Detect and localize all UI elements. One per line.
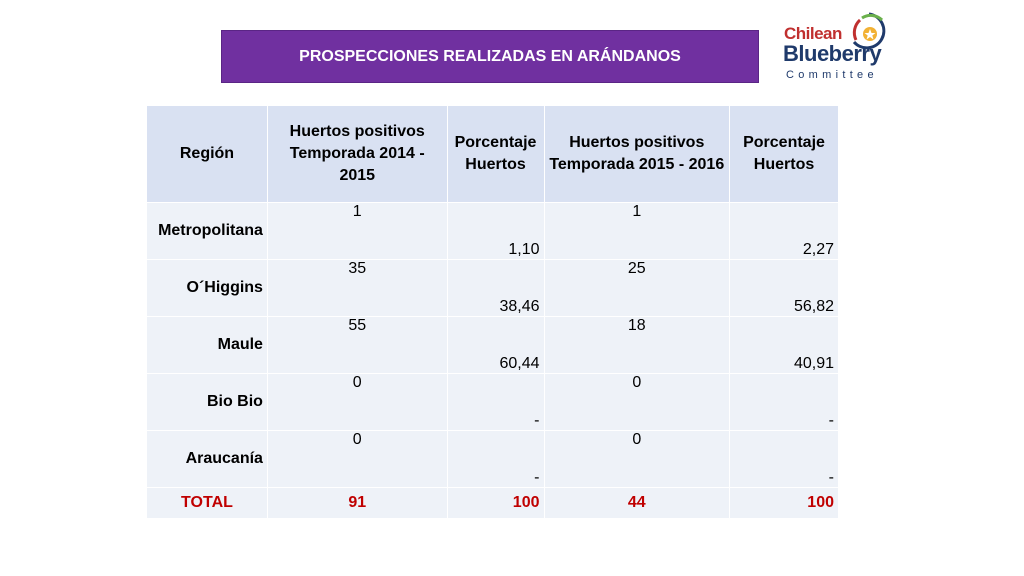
- cell-pct-2015: 40,91: [729, 316, 839, 374]
- cell-region: O´Higgins: [146, 259, 268, 317]
- cell-count-2014: 55: [266, 316, 448, 374]
- logo-text-committee: Committee: [786, 69, 878, 81]
- table-header-row: Región Huertos positivos Temporada 2014 …: [146, 105, 839, 203]
- header-porcentaje-1: Porcentaje Huertos: [446, 105, 545, 203]
- prospecciones-table: Región Huertos positivos Temporada 2014 …: [146, 105, 839, 519]
- logo-emblem-icon: [852, 12, 886, 50]
- cell-count-2015: 0: [543, 373, 731, 431]
- cell-count-2015: 18: [543, 316, 731, 374]
- cell-count-2014: 0: [266, 430, 448, 488]
- cell-count-2015: 0: [543, 430, 731, 488]
- total-count-2015: 44: [543, 487, 731, 519]
- cell-count-2014: 35: [266, 259, 448, 317]
- table-row: Bio Bio 0 - 0 -: [146, 373, 839, 431]
- cell-region: Araucanía: [146, 430, 268, 488]
- cell-pct-2015: 2,27: [729, 202, 839, 260]
- total-label: TOTAL: [146, 487, 268, 519]
- table-row: O´Higgins 35 38,46 25 56,82: [146, 259, 839, 317]
- header-huertos-2015-2016: Huertos positivos Temporada 2015 - 2016: [543, 105, 731, 203]
- table-row: Metropolitana 1 1,10 1 2,27: [146, 202, 839, 260]
- logo-text-blueberry: Blueberry: [783, 41, 882, 66]
- table-row: Araucanía 0 - 0 -: [146, 430, 839, 488]
- total-count-2014: 91: [266, 487, 448, 519]
- cell-pct-2015: -: [729, 373, 839, 431]
- table-total-row: TOTAL 91 100 44 100: [146, 487, 839, 519]
- cell-pct-2014: 60,44: [446, 316, 545, 374]
- page-title: PROSPECCIONES REALIZADAS EN ARÁNDANOS: [299, 47, 681, 65]
- cell-count-2015: 25: [543, 259, 731, 317]
- cell-pct-2015: 56,82: [729, 259, 839, 317]
- header-region: Región: [146, 105, 268, 203]
- cell-pct-2014: -: [446, 430, 545, 488]
- cell-pct-2014: -: [446, 373, 545, 431]
- cell-pct-2015: -: [729, 430, 839, 488]
- cell-pct-2014: 38,46: [446, 259, 545, 317]
- cell-pct-2014: 1,10: [446, 202, 545, 260]
- cell-count-2014: 0: [266, 373, 448, 431]
- table-row: Maule 55 60,44 18 40,91: [146, 316, 839, 374]
- chilean-blueberry-logo: Chilean Blueberry Committee: [778, 10, 890, 82]
- cell-region: Metropolitana: [146, 202, 268, 260]
- total-pct-2015: 100: [729, 487, 839, 519]
- cell-region: Bio Bio: [146, 373, 268, 431]
- logo-text-chilean: Chilean: [784, 24, 842, 43]
- header-porcentaje-2: Porcentaje Huertos: [729, 105, 839, 203]
- cell-count-2015: 1: [543, 202, 731, 260]
- header-huertos-2014-2015: Huertos positivos Temporada 2014 - 2015: [266, 105, 448, 203]
- cell-region: Maule: [146, 316, 268, 374]
- total-pct-2014: 100: [446, 487, 545, 519]
- cell-count-2014: 1: [266, 202, 448, 260]
- title-banner: PROSPECCIONES REALIZADAS EN ARÁNDANOS: [221, 30, 759, 83]
